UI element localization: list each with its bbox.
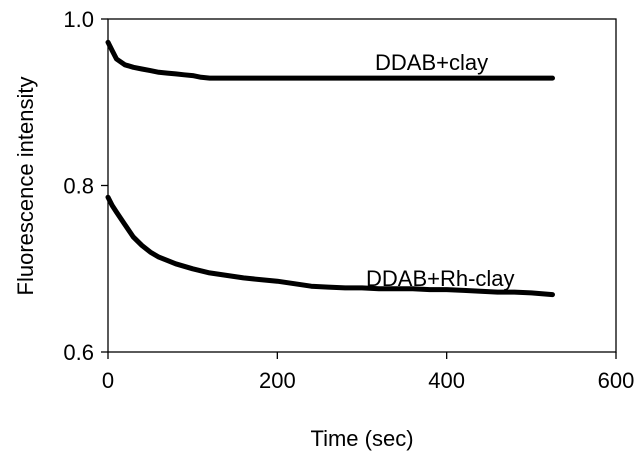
- series-line-ddab-clay: [105, 39, 555, 81]
- series-label-ddab-clay: DDAB+clay: [375, 50, 488, 75]
- y-axis-title: Fluorescence intensity: [13, 77, 38, 296]
- series-label-ddab-rh-clay: DDAB+Rh-clay: [366, 266, 515, 291]
- y-tick-label: 0.8: [63, 174, 94, 199]
- x-tick-label: 200: [259, 368, 296, 393]
- series-layer: [105, 39, 555, 298]
- plot-frame: [107, 18, 617, 353]
- x-tick-label: 0: [102, 368, 114, 393]
- axes: 0 200 400 600 0.6 0.8 1.0: [63, 7, 634, 393]
- x-tick-label: 400: [428, 368, 465, 393]
- y-tick-label: 0.6: [63, 340, 94, 365]
- series-line-ddab-rh-clay: [105, 194, 555, 298]
- y-tick-label: 1.0: [63, 7, 94, 32]
- x-axis-title: Time (sec): [310, 426, 413, 451]
- x-tick-label: 600: [598, 368, 635, 393]
